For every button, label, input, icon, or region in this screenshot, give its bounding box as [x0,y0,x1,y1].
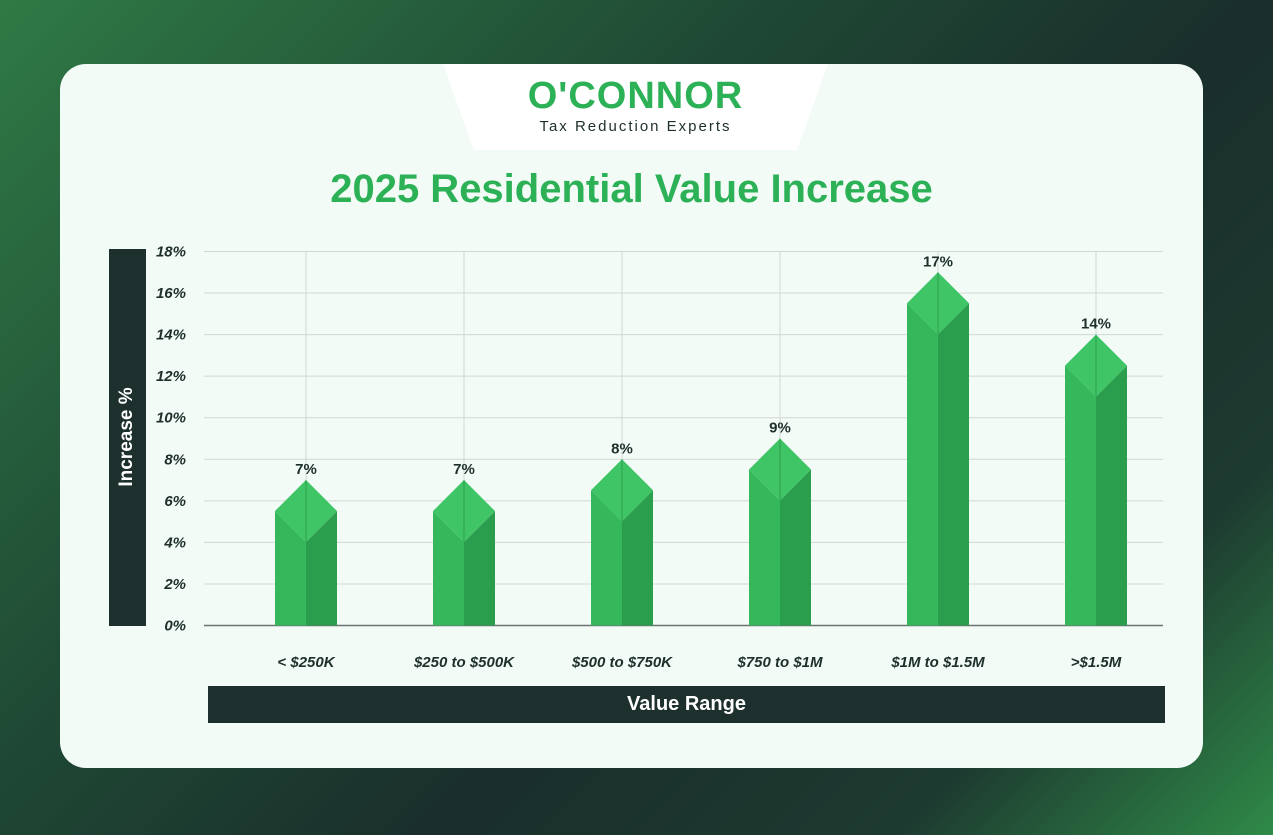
y-tick-label: 18% [156,244,186,261]
y-tick-label: 10% [156,410,186,427]
bar-data-label: 8% [611,440,633,457]
chart-title: 2025 Residential Value Increase [330,167,933,211]
x-category-label: $250 to $500K [413,654,515,671]
bar [749,438,811,626]
bar-left-face [275,511,306,626]
x-axis-label: Value Range [208,686,1165,723]
x-category-label: >$1.5M [1071,654,1122,671]
x-category-label: < $250K [277,654,335,671]
bar-data-label: 14% [1081,316,1111,333]
bar-left-face [749,469,780,626]
bar-right-face [1096,365,1127,626]
y-tick-label: 14% [156,327,186,344]
bar-right-face [780,469,811,626]
y-tick-label: 16% [156,285,186,302]
bar [1065,334,1127,626]
y-tick-label: 4% [163,534,186,551]
chart-card [60,64,1203,768]
y-tick-label: 2% [163,576,186,593]
x-category-label: $1M to $1.5M [890,654,985,671]
bar-right-face [464,511,495,626]
y-axis-label-bar [109,249,146,626]
logo-name: O'CONNOR [527,75,744,117]
bar-data-label: 9% [769,420,791,437]
bar-left-face [907,303,938,626]
bar-data-label: 17% [923,253,953,270]
logo-tab [443,64,828,150]
y-tick-label: 6% [164,493,186,510]
bar-left-face [433,511,464,626]
bar-right-face [938,303,969,626]
bar-left-face [591,490,622,626]
bar-data-label: 7% [453,461,475,478]
y-tick-label: 0% [164,618,186,635]
logo-tagline: Tax Reduction Experts [539,118,732,135]
bar [591,459,653,626]
bar-right-face [622,490,653,626]
bar-left-face [1065,365,1096,626]
bar-right-face [306,511,337,626]
bar [433,480,495,626]
x-category-label: $750 to $1M [736,654,823,671]
bar [907,272,969,626]
bar [275,480,337,626]
x-category-label: $500 to $750K [571,654,673,671]
y-tick-label: 12% [156,368,186,385]
y-tick-label: 8% [164,451,186,468]
bar-data-label: 7% [295,461,317,478]
